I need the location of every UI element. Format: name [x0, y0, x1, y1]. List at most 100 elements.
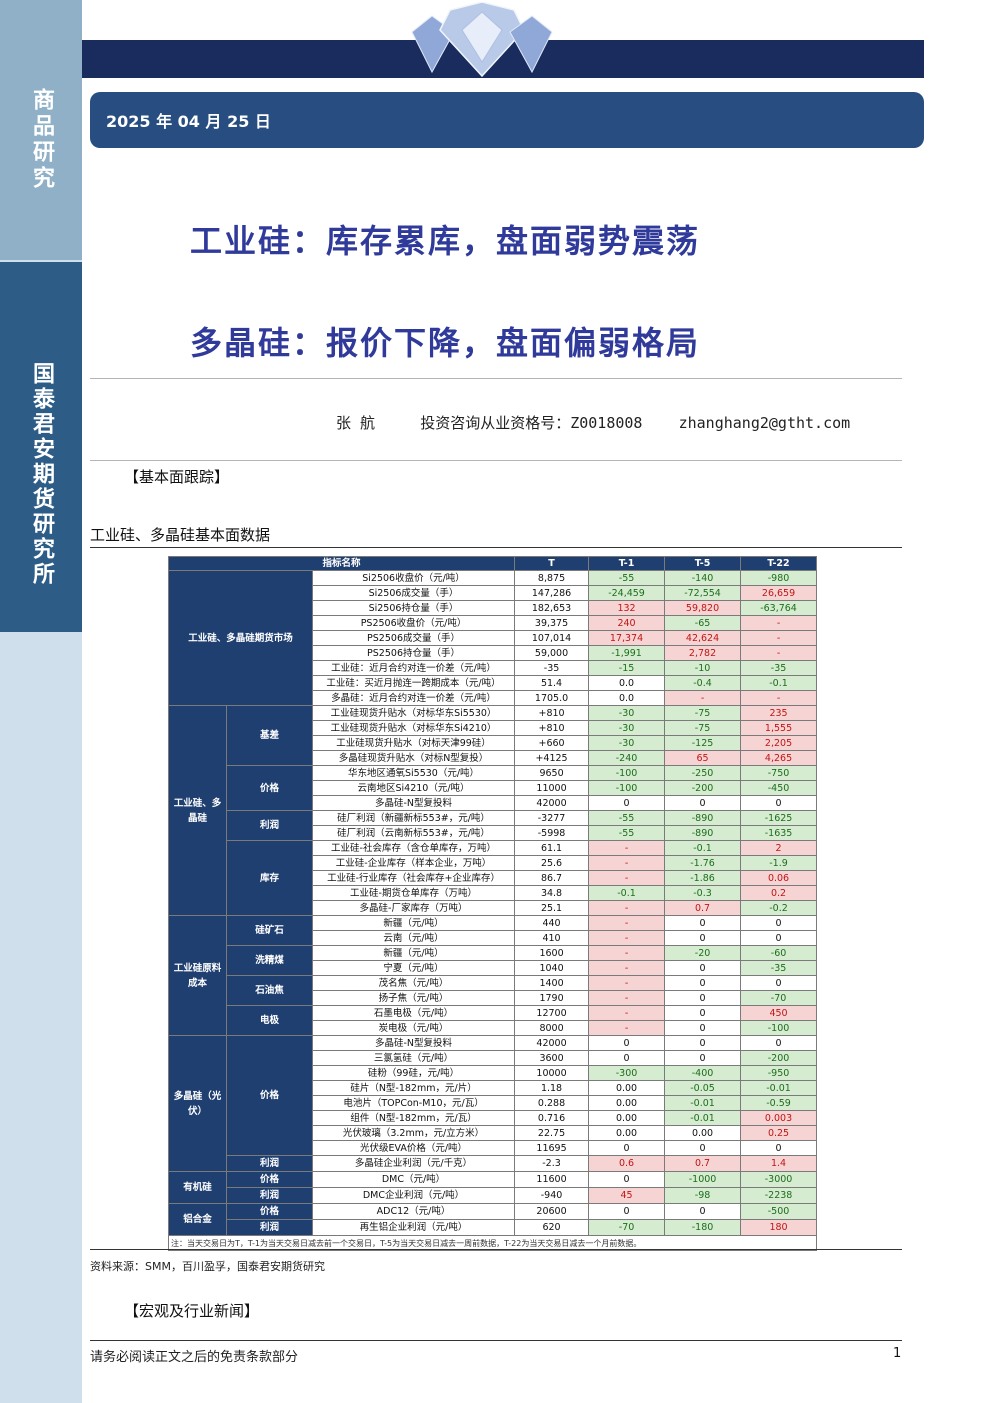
value-t1: -30: [588, 735, 666, 751]
subgroup-label: 价格: [226, 1203, 313, 1220]
value-t22: 4,265: [740, 750, 818, 766]
table-row: 多晶硅现货升贴水（对标N型复投） +4125 -240 65 4,265: [169, 750, 818, 766]
indicator-name: 工业硅现货升贴水（对标华东Si4210）: [311, 720, 516, 736]
value-t1: -: [588, 1020, 666, 1036]
value-t1: -: [588, 930, 666, 946]
value-t22: 180: [740, 1219, 818, 1236]
table-row: 铝合金 价格 ADC12（元/吨） 20600 0 0 -500: [168, 1203, 818, 1236]
table-header-row: 指标名称 T T-1 T-5 T-22: [167, 556, 818, 571]
value-t22: -980: [740, 570, 818, 586]
value-t: 410: [514, 930, 590, 946]
value-t: 9650: [514, 765, 590, 781]
value-t1: -100: [588, 780, 666, 796]
value-t1: -: [588, 945, 666, 961]
value-t1: -: [588, 990, 666, 1006]
group-label: 铝合金: [168, 1203, 227, 1236]
value-t: 182,653: [514, 600, 590, 616]
value-t5: -20: [664, 945, 742, 961]
value-t5: 0.00: [664, 1125, 742, 1141]
value-t5: -0.05: [664, 1080, 742, 1096]
value-t22: 0: [740, 930, 818, 946]
indicator-name: 多晶硅企业利润（元/千克）: [311, 1155, 516, 1172]
value-t22: 1.4: [740, 1155, 818, 1172]
group-label: 多晶硅（光伏）: [168, 1035, 227, 1172]
group-label: 有机硅: [168, 1171, 227, 1204]
value-t: -2.3: [514, 1155, 590, 1172]
value-t: 3600: [514, 1050, 590, 1066]
subgroup-label: 利润: [226, 1187, 313, 1204]
date-band: 2025 年 04 月 25 日: [90, 92, 924, 148]
indicator-name: Si2506持仓量（手）: [311, 600, 516, 616]
license-number: Z0018008: [570, 414, 643, 432]
value-t1: -55: [588, 825, 666, 841]
indicator-name: PS2506收盘价（元/吨）: [311, 615, 516, 631]
value-t1: -100: [588, 765, 666, 781]
value-t5: -10: [664, 660, 742, 676]
value-t: 86.7: [514, 870, 590, 886]
value-t1: -: [588, 855, 666, 871]
indicator-name: 多晶硅：近月合约对连一价差（元/吨）: [311, 690, 516, 706]
value-t5: 0: [664, 915, 742, 931]
indicator-name: 扬子焦（元/吨）: [311, 990, 516, 1006]
subgroup-label: 库存: [226, 840, 313, 916]
value-t1: -30: [588, 720, 666, 736]
value-t5: -140: [664, 570, 742, 586]
value-t5: -72,554: [664, 585, 742, 601]
value-t22: -: [740, 645, 818, 661]
value-t22: 0.06: [740, 870, 818, 886]
value-t22: -70: [740, 990, 818, 1006]
value-t5: 2,782: [664, 645, 742, 661]
value-t22: 0: [740, 915, 818, 931]
value-t22: 1,555: [740, 720, 818, 736]
value-t22: -950: [740, 1065, 818, 1081]
value-t: -35: [514, 660, 590, 676]
table-row: 工业硅、多晶硅期货市场 Si2506收盘价（元/吨） 8,875 -55 -140 -98…: [168, 570, 818, 706]
value-t1: -: [588, 870, 666, 886]
value-t22: -: [740, 615, 818, 631]
value-t: 42000: [514, 1035, 590, 1051]
value-t: +4125: [514, 750, 590, 766]
value-t22: 0.25: [740, 1125, 818, 1141]
value-t5: -200: [664, 780, 742, 796]
value-t: 42000: [514, 795, 590, 811]
value-t5: 0.7: [664, 1155, 742, 1172]
value-t: 0.716: [514, 1110, 590, 1126]
value-t22: 26,659: [740, 585, 818, 601]
value-t1: -: [588, 1005, 666, 1021]
value-t: 1040: [514, 960, 590, 976]
value-t22: -0.2: [740, 900, 818, 916]
indicator-name: 新疆（元/吨）: [311, 945, 516, 961]
value-t: 59,000: [514, 645, 590, 661]
value-t: 11000: [514, 780, 590, 796]
indicator-name: 炭电极（元/吨）: [311, 1020, 516, 1036]
indicator-name: 硅片（N型-182mm，元/片）: [311, 1080, 516, 1096]
indicator-name: 电池片（TOPCon-M10，元/瓦）: [311, 1095, 516, 1111]
table-row: 硅片（N型-182mm，元/片） 1.18 0.00 -0.05 -0.01: [169, 1080, 818, 1096]
table-row: 工业硅现货升贴水（对标天津99硅） +660 -30 -125 2,205: [169, 735, 818, 751]
value-t: 20600: [514, 1203, 590, 1220]
value-t5: -1000: [664, 1171, 742, 1188]
indicator-name: 多晶硅现货升贴水（对标N型复投）: [311, 750, 516, 766]
value-t5: -1.76: [664, 855, 742, 871]
subgroup-label: 电极: [226, 1005, 313, 1036]
value-t: 22.75: [514, 1125, 590, 1141]
value-t1: -55: [588, 570, 666, 586]
table-row: Si2506成交量（手） 147,286 -24,459 -72,554 26,659: [169, 585, 818, 601]
sidebar-category-label: 商品研究: [29, 88, 54, 192]
value-t: -940: [514, 1187, 590, 1204]
subgroup-label: 硅矿石: [226, 915, 313, 946]
value-t1: 0.0: [588, 675, 666, 691]
value-t22: 0: [740, 795, 818, 811]
value-t5: -1.86: [664, 870, 742, 886]
value-t22: -0.1: [740, 675, 818, 691]
subgroup-label: 价格: [226, 1171, 313, 1188]
value-t22: -100: [740, 1020, 818, 1036]
table-row: 多晶硅（光伏） 价格 多晶硅-N型复投料 42000 0 0 0: [168, 1035, 818, 1172]
author-email[interactable]: zhanghang2@gtht.com: [678, 414, 851, 432]
value-t1: -240: [588, 750, 666, 766]
sidebar-category-block: [0, 0, 82, 260]
value-t5: -0.01: [664, 1110, 742, 1126]
indicator-name: 多晶硅-厂家库存（万吨）: [311, 900, 516, 916]
table-row: 工业硅现货升贴水（对标华东Si4210） +810 -30 -75 1,555: [169, 720, 818, 736]
value-t22: -35: [740, 960, 818, 976]
